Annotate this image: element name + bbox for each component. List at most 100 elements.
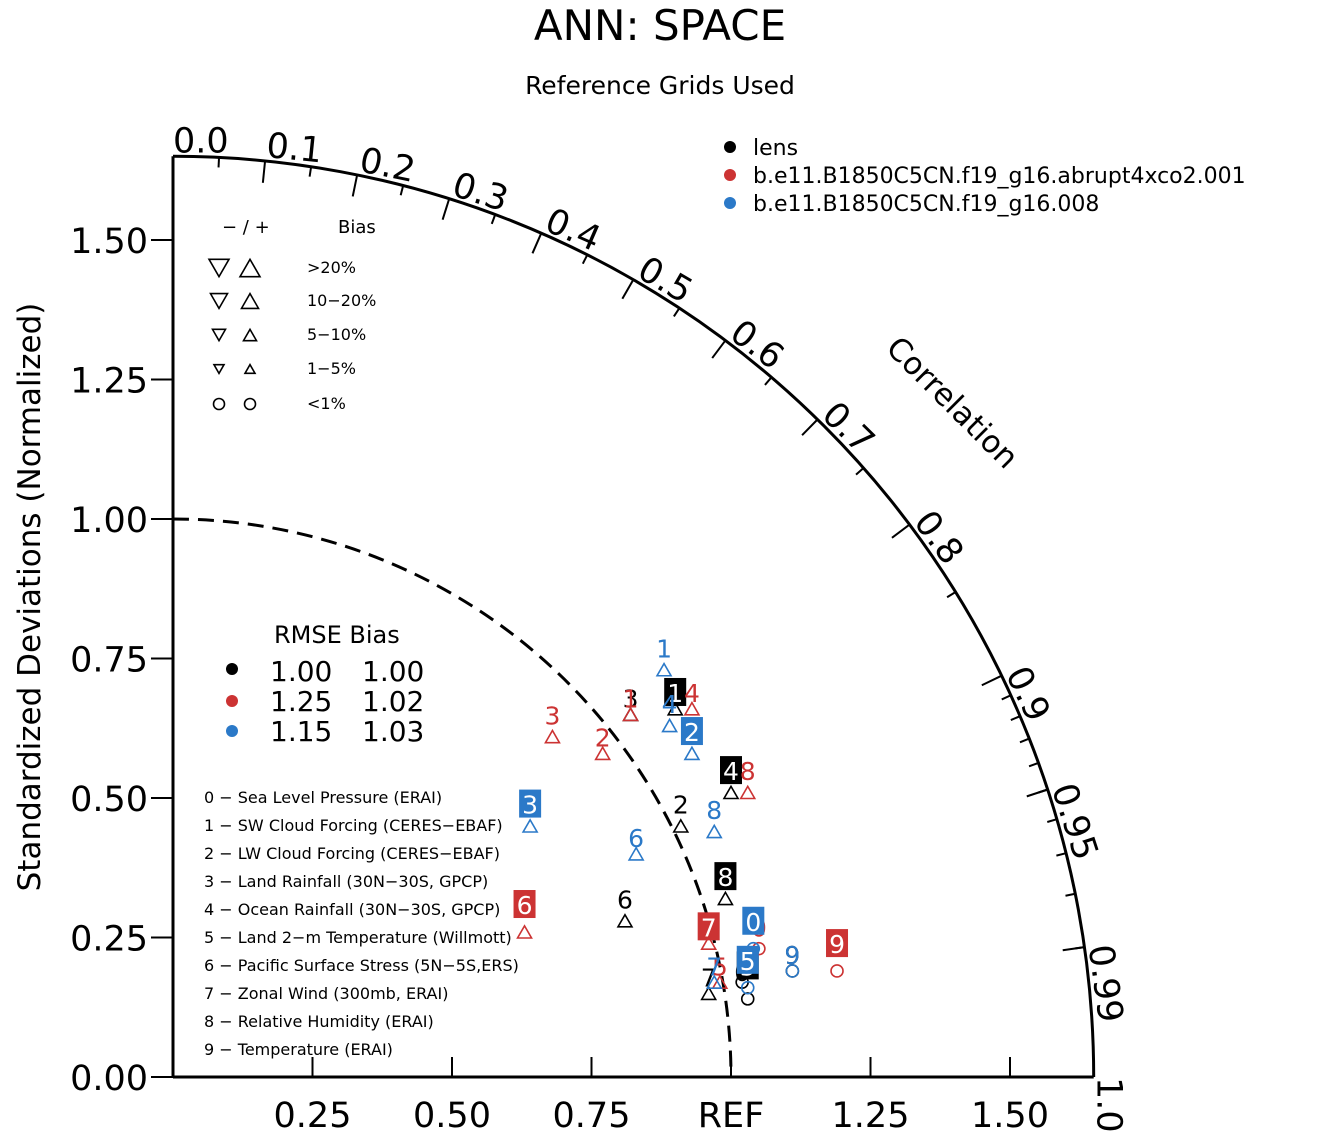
corr-tick [261, 160, 267, 183]
corr-tick-label: 0.8 [906, 504, 971, 573]
data-marker [830, 964, 844, 978]
x-tick-label: 0.75 [553, 1096, 631, 1135]
bias-legend-down-triangle [211, 328, 227, 343]
data-label-box [826, 929, 849, 958]
variable-key-3: 3 − Land Rainfall (30N−30S, GPCP) [204, 872, 488, 891]
corr-tick [801, 418, 819, 436]
data-label-box [736, 945, 759, 974]
variable-key-6: 6 − Pacific Surface Stress (5N−5S,ERS) [204, 956, 519, 975]
corr-minor-tick [399, 185, 405, 196]
data-label: 7 [706, 952, 722, 981]
rmse-dot-case1 [226, 695, 238, 707]
data-marker [521, 818, 539, 833]
bias-legend: − / + Bias >20% 10−20% 5−10% 1−5% <1% [207, 217, 376, 413]
chart-title: ANN: SPACE [534, 1, 786, 50]
data-marker [627, 846, 645, 861]
x-tick-label: 1.50 [971, 1096, 1049, 1135]
data-label: 9 [829, 930, 845, 959]
data-label: 2 [595, 724, 611, 753]
corr-minor-tick [1046, 818, 1058, 823]
y-tick-label: 1.50 [70, 222, 148, 262]
data-marker [683, 745, 701, 761]
data-label: 7 [701, 964, 717, 993]
y-axis-label: Standardized Deviations (Normalized) [12, 303, 48, 892]
corr-tick [441, 198, 451, 220]
data-label-box [714, 862, 737, 891]
variable-key-5: 5 − Land 2−m Temperature (Willmott) [204, 928, 512, 947]
bias-legend-up-triangle [243, 363, 257, 375]
data-marker [594, 745, 612, 761]
variable-key-1: 1 − SW Cloud Forcing (CERES−EBAF) [204, 816, 503, 835]
data-label-box [664, 677, 687, 706]
variable-key-7: 7 − Zonal Wind (300mb, ERAI) [204, 984, 448, 1003]
legend-dot-lens [724, 141, 736, 153]
legend-label-case1: b.e11.B1850C5CN.f19_g16.abrupt4xco2.001 [753, 164, 1246, 189]
reference-arc [172, 517, 733, 1078]
data-marker [739, 784, 757, 800]
data-label: 5 [712, 952, 728, 981]
variable-key-8: 8 − Relative Humidity (ERAI) [204, 1012, 434, 1031]
data-label: 2 [684, 718, 700, 747]
y-tick-label: 0.50 [70, 780, 148, 820]
corr-minor-tick [581, 254, 589, 265]
data-label: 1 [623, 685, 639, 714]
x-tick-label: 1.25 [832, 1096, 910, 1135]
rmse-bias-header: RMSE Bias [274, 621, 400, 649]
bias-legend-row-3: 5−10% [307, 325, 366, 344]
y-tick-label: 0.25 [70, 920, 148, 960]
data-marker [661, 717, 679, 733]
bias-legend-row-2: 10−20% [307, 291, 376, 310]
y-tick-label: 0.00 [70, 1059, 148, 1099]
corr-tick-label: 1.0 [1089, 1077, 1129, 1133]
bias-legend-down-triangle [212, 363, 226, 375]
corr-minor-tick [1001, 694, 1012, 701]
rmse-value-case1: 1.25 [270, 685, 332, 718]
rmse-value-lens: 1.00 [270, 655, 332, 688]
data-label: 6 [628, 824, 644, 853]
bias-legend-row-1: >20% [307, 258, 356, 277]
x-ref-label: REF [698, 1096, 765, 1135]
corr-tick-label: 0.5 [631, 249, 699, 311]
data-label: 1 [656, 634, 672, 663]
data-marker [740, 992, 755, 1006]
data-label: 2 [673, 791, 689, 820]
outer-arc [172, 154, 1096, 1078]
legend-label-case2: b.e11.B1850C5CN.f19_g16.008 [753, 192, 1099, 217]
data-label: 1 [667, 679, 683, 708]
corr-minor-tick [1028, 761, 1039, 768]
data-marker [705, 974, 723, 990]
axis-ticks: 0.000.250.500.751.001.251.500.25 0.50 0.75… [70, 121, 1130, 1135]
x-tick-label: 0.25 [274, 1096, 352, 1135]
corr-minor-tick [855, 467, 865, 476]
variable-key-9: 9 − Temperature (ERAI) [204, 1040, 393, 1059]
corr-tick-label: 0.9 [997, 660, 1057, 728]
data-label-box [680, 717, 703, 746]
data-label: 6 [517, 891, 533, 920]
data-label: 4 [684, 679, 700, 708]
data-points: 012345678901234567890123456789 [513, 634, 849, 1006]
y-tick-label: 1.25 [70, 362, 148, 402]
legend-dot-case1 [724, 169, 736, 181]
data-marker [722, 784, 740, 800]
legend-dot-case2 [724, 197, 736, 209]
corr-minor-tick [1010, 715, 1021, 721]
rmse-bias-table: RMSE Bias 1.00 1.00 1.25 1.02 1.15 1.03 [226, 621, 424, 748]
corr-tick [621, 279, 635, 300]
corr-tick-label: 0.1 [265, 126, 324, 171]
x-tick-label: 0.50 [413, 1096, 491, 1135]
rmse-dot-lens [226, 663, 238, 675]
variable-key-2: 2 − LW Cloud Forcing (CERES−EBAF) [204, 844, 500, 863]
data-marker [616, 913, 634, 928]
data-marker [666, 701, 684, 716]
variable-key: 0 − Sea Level Pressure (ERAI) 1 − SW Clo… [204, 788, 519, 1059]
rmse-dot-case2 [226, 725, 238, 737]
data-marker [544, 728, 561, 744]
corr-tick-label: 0.99 [1080, 942, 1131, 1025]
corr-tick-label: 0.6 [722, 312, 791, 377]
corr-tick-label: 0.4 [539, 201, 606, 260]
corr-minor-tick [490, 214, 497, 225]
corr-tick [711, 339, 727, 359]
corr-minor-tick [217, 157, 221, 168]
plot-frame [171, 154, 1096, 1079]
